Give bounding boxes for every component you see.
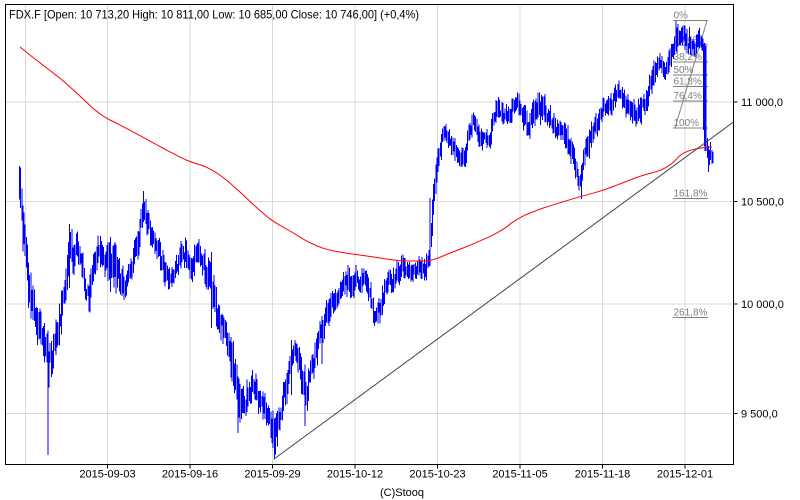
svg-text:2015-12-01: 2015-12-01	[657, 469, 713, 481]
svg-text:0%: 0%	[674, 11, 689, 22]
svg-text:FDX.F [Open: 10 713,20 High:: FDX.F [Open: 10 713,20 High: 10 811,00 L…	[9, 8, 419, 22]
svg-text:2015-09-03: 2015-09-03	[79, 469, 135, 481]
svg-text:61,8%: 61,8%	[674, 77, 702, 88]
svg-text:2015-11-05: 2015-11-05	[492, 469, 547, 481]
svg-text:100%: 100%	[674, 118, 700, 129]
svg-text:9 500,0: 9 500,0	[741, 409, 778, 421]
svg-text:38,2%: 38,2%	[674, 52, 702, 63]
svg-text:11 000,0: 11 000,0	[741, 97, 783, 109]
svg-text:261,8%: 261,8%	[674, 308, 708, 319]
svg-text:76,4%: 76,4%	[674, 91, 702, 102]
svg-text:10 500,0: 10 500,0	[741, 197, 784, 209]
svg-text:2015-10-23: 2015-10-23	[409, 469, 465, 481]
svg-text:2015-10-12: 2015-10-12	[327, 469, 383, 481]
svg-text:2015-09-29: 2015-09-29	[244, 469, 300, 481]
svg-text:23,6%: 23,6%	[674, 35, 702, 46]
svg-text:10 000,0: 10 000,0	[741, 299, 784, 311]
svg-text:50%: 50%	[674, 65, 694, 76]
svg-text:161,8%: 161,8%	[674, 189, 708, 200]
svg-text:2015-11-18: 2015-11-18	[575, 469, 630, 481]
svg-text:2015-09-16: 2015-09-16	[162, 469, 218, 481]
svg-text:(C)Stooq: (C)Stooq	[380, 487, 424, 499]
